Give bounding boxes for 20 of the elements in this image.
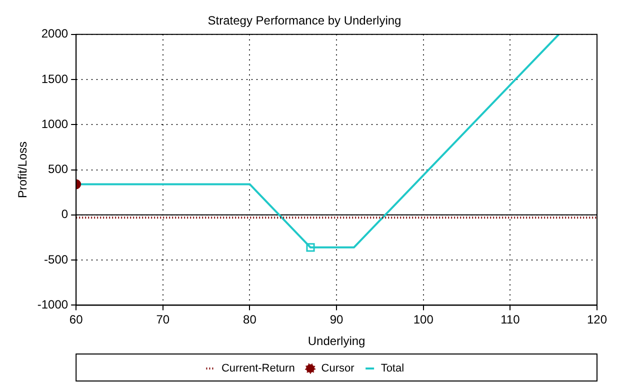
x-tick-label: 80	[243, 312, 257, 327]
y-tick-label: 500	[48, 162, 68, 176]
x-tick-label: 120	[586, 312, 608, 327]
legend-label: Current-Return	[221, 362, 295, 375]
legend-label: Total	[380, 362, 404, 375]
y-tick-label: -500	[44, 252, 68, 266]
x-tick-label: 60	[69, 312, 84, 327]
x-tick-label: 110	[500, 312, 520, 327]
y-tick-label: 0	[61, 207, 68, 222]
x-tick-label: 100	[413, 312, 434, 327]
x-axis-title: Underlying	[308, 334, 366, 348]
y-tick-label: 2000	[41, 26, 68, 41]
y-axis-title: Profit/Loss	[16, 141, 30, 198]
y-tick-label: -1000	[37, 298, 68, 312]
x-tick-label: 90	[330, 312, 344, 327]
x-tick-label: 70	[156, 312, 170, 327]
chart-title: Strategy Performance by Underlying	[208, 14, 402, 28]
y-tick-label: 1000	[41, 116, 68, 131]
y-tick-label: 1500	[41, 72, 68, 86]
legend-label: Cursor	[321, 362, 355, 375]
